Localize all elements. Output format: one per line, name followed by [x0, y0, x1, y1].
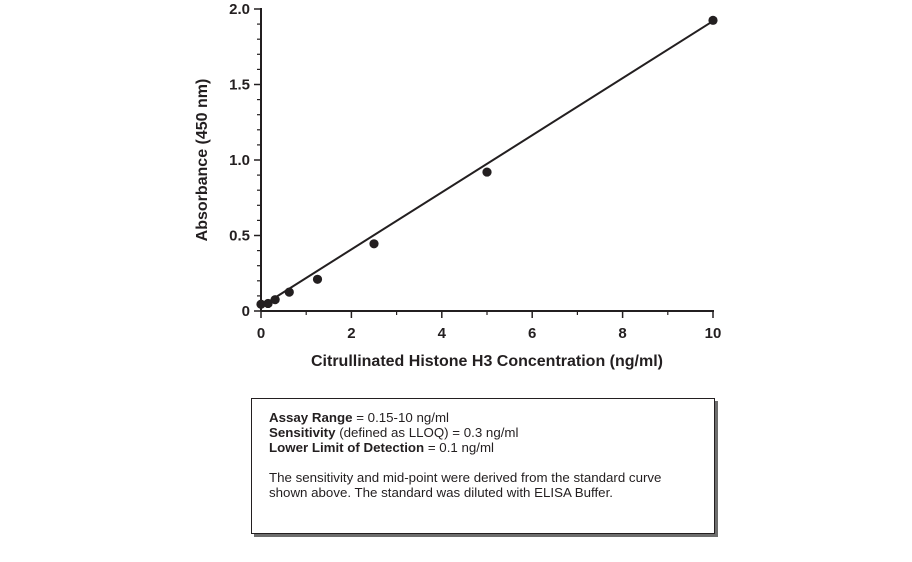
fit-line	[260, 20, 714, 308]
x-tick-label: 2	[347, 325, 355, 342]
x-tick-label: 4	[438, 325, 447, 342]
y-axis-title: Absorbance (450 nm)	[194, 79, 211, 242]
standard-curve-chart: 0 2 4 6 8 10 0 0.5 1.0 1.5 2.0 Citrullinated Histo…	[194, 1, 721, 370]
y-tick-label: 1.0	[229, 152, 250, 169]
lld-label: Lower Limit of Detection	[269, 440, 425, 455]
sensitivity-label: Sensitivity	[269, 425, 336, 440]
chart-ticks: 0 2 4 6 8 10 0 0.5 1.0 1.5 2.0	[229, 1, 721, 342]
data-point	[708, 15, 718, 25]
data-point	[369, 239, 379, 249]
x-tick-label: 6	[528, 325, 536, 342]
data-point	[482, 167, 492, 177]
assay-note: The sensitivity and mid-point were deriv…	[269, 470, 662, 500]
y-tick-label: 0.5	[229, 228, 250, 245]
assay-range-label: Assay Range	[269, 410, 353, 425]
lld-line: Lower Limit of Detection = 0.1 ng/ml	[269, 440, 700, 455]
x-tick-label: 0	[257, 325, 265, 342]
lld-value: = 0.1 ng/ml	[424, 440, 494, 455]
data-point	[263, 298, 273, 309]
data-point	[312, 274, 323, 284]
x-tick-label: 10	[705, 325, 722, 342]
data-point	[256, 299, 266, 309]
data-point	[284, 287, 294, 297]
y-tick-label: 2.0	[229, 1, 250, 18]
x-axis-title: Citrullinated Histone H3 Concentration (…	[311, 353, 663, 370]
x-tick-label: 8	[618, 325, 626, 342]
y-tick-label: 1.5	[229, 77, 250, 94]
assay-range-value: = 0.15-10 ng/ml	[352, 410, 449, 425]
assay-info-box: Assay Range = 0.15-10 ng/ml Sensitivity …	[251, 398, 715, 534]
sensitivity-line: Sensitivity (defined as LLOQ) = 0.3 ng/m…	[269, 425, 700, 440]
chart-points	[256, 15, 718, 309]
chart-axes	[260, 8, 714, 312]
chart-fit-line-group	[260, 20, 714, 308]
sensitivity-value: (defined as LLOQ) = 0.3 ng/ml	[335, 425, 519, 440]
data-point	[270, 295, 280, 305]
assay-range-line: Assay Range = 0.15-10 ng/ml	[269, 410, 700, 425]
y-tick-label: 0	[242, 303, 250, 320]
